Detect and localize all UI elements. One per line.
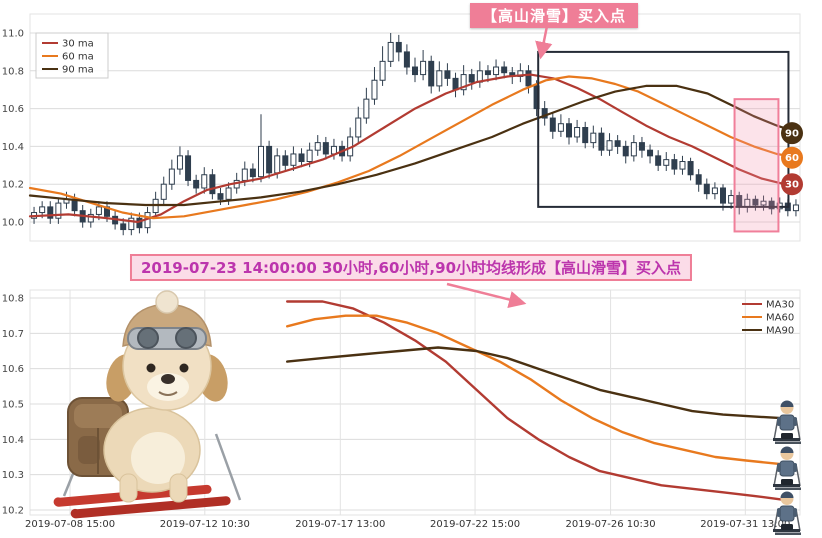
ma-line-60ma: [28, 75, 802, 220]
svg-text:MA60: MA60: [766, 313, 794, 324]
svg-text:10.4: 10.4: [2, 142, 24, 153]
candles-layer: [31, 33, 799, 236]
svg-text:10.3: 10.3: [2, 470, 24, 481]
bottom-legend: MA30 MA60 MA90: [742, 300, 794, 337]
svg-text:2019-07-26 10:30: 2019-07-26 10:30: [566, 519, 656, 530]
svg-text:10.5: 10.5: [2, 400, 24, 411]
bottom-plot-border: [29, 289, 801, 516]
svg-text:2019-07-17 13:00: 2019-07-17 13:00: [295, 519, 385, 530]
svg-text:10.2: 10.2: [2, 180, 24, 191]
ma-badge-90: [781, 122, 803, 145]
ma-line-30ma: [28, 73, 802, 224]
ma-badge-60: [781, 146, 803, 169]
ma-line-90ma: [28, 84, 802, 207]
top-legend: 30 ma 60 ma 90 ma: [35, 32, 109, 79]
svg-text:10.4: 10.4: [2, 435, 24, 446]
ma-badge-30: [781, 173, 803, 196]
signal-annotation: 2019-07-23 14:00:00 30小时,60小时,90小时均线形成【高…: [129, 254, 693, 281]
pixel-skier-icon: [773, 491, 801, 535]
svg-text:10.2: 10.2: [2, 506, 24, 517]
svg-text:11.0: 11.0: [2, 29, 24, 40]
buy-point-callout: 【高山滑雪】买入点: [470, 3, 639, 28]
ma-line-MA60: [286, 314, 782, 466]
ma-line-MA30: [286, 300, 782, 501]
svg-text:30 ma: 30 ma: [62, 39, 94, 50]
svg-text:2019-07-31 13:00: 2019-07-31 13:00: [700, 519, 790, 530]
svg-text:2019-07-22 15:00: 2019-07-22 15:00: [430, 519, 520, 530]
svg-text:10.0: 10.0: [2, 218, 24, 229]
svg-text:60: 60: [785, 153, 799, 164]
top-price-chart: 10.0 10.2 10.4 10.6 10.8 11.0 30 ma 60 ma 90 ma 9…: [2, 13, 803, 242]
svg-text:10.7: 10.7: [2, 329, 24, 340]
buy-zone-box: [733, 98, 780, 233]
svg-text:2019-07-12 10:30: 2019-07-12 10:30: [160, 519, 250, 530]
svg-text:90: 90: [785, 129, 799, 140]
ski-pole-icon: [214, 433, 242, 501]
pixel-skier-icon: [773, 446, 801, 490]
svg-text:10.6: 10.6: [2, 364, 24, 375]
svg-text:2019-07-08 15:00: 2019-07-08 15:00: [25, 519, 115, 530]
svg-text:60 ma: 60 ma: [62, 52, 94, 63]
ma-line-MA90: [286, 346, 782, 420]
svg-text:30: 30: [785, 180, 799, 191]
svg-text:10.8: 10.8: [2, 294, 24, 305]
pixel-skier-icon: [773, 400, 801, 444]
top-gridlines: 10.0 10.2 10.4 10.6 10.8 11.0: [2, 29, 800, 229]
svg-text:MA30: MA30: [766, 300, 794, 311]
goggles-icon: [127, 327, 207, 350]
svg-text:10.8: 10.8: [2, 66, 24, 77]
ski-dog-illustration: [53, 290, 242, 519]
svg-text:10.6: 10.6: [2, 104, 24, 115]
backpack-icon: [67, 397, 129, 477]
svg-text:90 ma: 90 ma: [62, 65, 94, 76]
svg-text:MA90: MA90: [766, 326, 794, 337]
